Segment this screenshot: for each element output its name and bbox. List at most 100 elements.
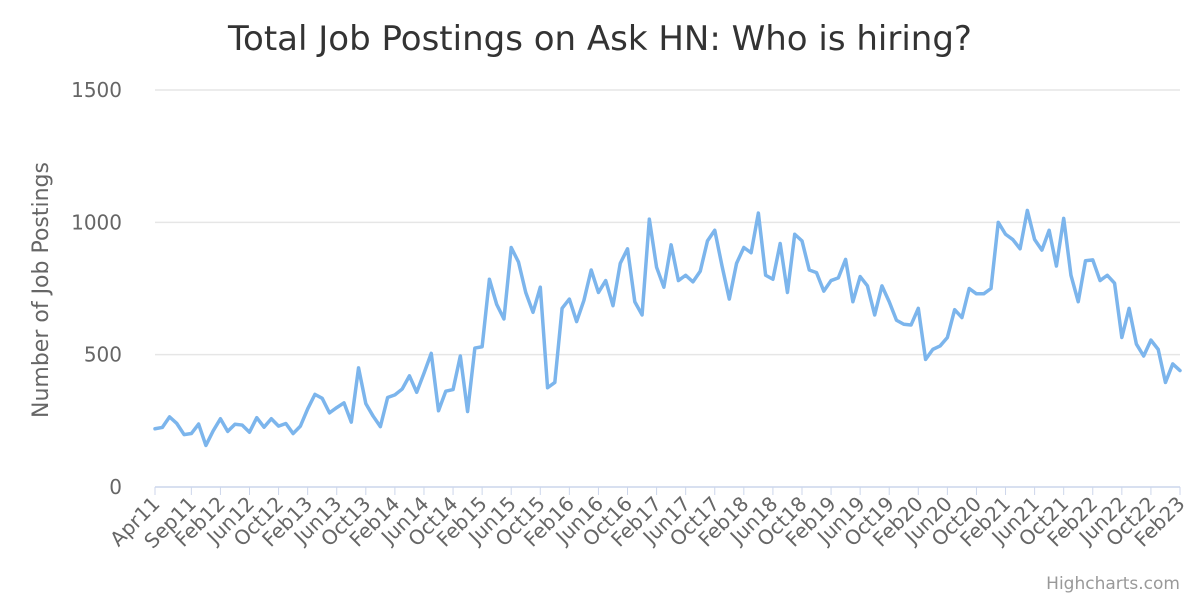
data-point[interactable] (159, 424, 165, 430)
data-point[interactable] (167, 414, 173, 420)
data-point[interactable] (174, 420, 180, 426)
data-point[interactable] (952, 307, 958, 313)
data-point[interactable] (566, 296, 572, 302)
data-point[interactable] (334, 405, 340, 411)
data-point[interactable] (225, 428, 231, 434)
data-point[interactable] (726, 296, 732, 302)
data-point[interactable] (217, 416, 223, 422)
data-point[interactable] (1148, 337, 1154, 343)
data-point[interactable] (675, 278, 681, 284)
data-point[interactable] (232, 421, 238, 427)
data-point[interactable] (995, 219, 1001, 225)
data-point[interactable] (719, 263, 725, 269)
data-point[interactable] (646, 216, 652, 222)
data-point[interactable] (1061, 215, 1067, 221)
data-point[interactable] (508, 244, 514, 250)
data-point[interactable] (755, 210, 761, 216)
data-point[interactable] (261, 424, 267, 430)
data-point[interactable] (908, 322, 914, 328)
data-point[interactable] (966, 286, 972, 292)
data-point[interactable] (305, 406, 311, 412)
data-point[interactable] (312, 391, 318, 397)
data-point[interactable] (704, 238, 710, 244)
data-point[interactable] (639, 312, 645, 318)
data-point[interactable] (944, 334, 950, 340)
data-point[interactable] (1003, 231, 1009, 237)
data-point[interactable] (988, 286, 994, 292)
data-point[interactable] (1119, 334, 1125, 340)
data-point[interactable] (1017, 246, 1023, 252)
data-point[interactable] (290, 431, 296, 437)
data-point[interactable] (654, 264, 660, 270)
data-point[interactable] (864, 283, 870, 289)
data-point[interactable] (348, 419, 354, 425)
data-point[interactable] (1126, 305, 1132, 311)
data-point[interactable] (152, 426, 158, 432)
data-point[interactable] (465, 409, 471, 415)
data-point[interactable] (1177, 368, 1183, 374)
data-point[interactable] (763, 272, 769, 278)
data-point[interactable] (748, 250, 754, 256)
data-point[interactable] (377, 424, 383, 430)
data-point[interactable] (792, 231, 798, 237)
data-point[interactable] (923, 356, 929, 362)
data-point[interactable] (530, 309, 536, 315)
credits-link[interactable]: Highcharts.com (1046, 574, 1180, 594)
data-point[interactable] (1083, 258, 1089, 264)
data-point[interactable] (297, 423, 303, 429)
data-point[interactable] (406, 373, 412, 379)
data-point[interactable] (814, 270, 820, 276)
data-point[interactable] (1032, 237, 1038, 243)
data-point[interactable] (937, 343, 943, 349)
data-point[interactable] (784, 289, 790, 295)
data-point[interactable] (872, 312, 878, 318)
data-point[interactable] (981, 291, 987, 297)
data-point[interactable] (806, 267, 812, 273)
data-point[interactable] (1097, 278, 1103, 284)
data-point[interactable] (843, 256, 849, 262)
data-point[interactable] (283, 420, 289, 426)
data-point[interactable] (1010, 237, 1016, 243)
data-point[interactable] (588, 267, 594, 273)
data-point[interactable] (494, 301, 500, 307)
data-point[interactable] (392, 392, 398, 398)
data-point[interactable] (428, 350, 434, 356)
data-point[interactable] (1162, 379, 1168, 385)
data-point[interactable] (370, 413, 376, 419)
data-point[interactable] (247, 429, 253, 435)
data-point[interactable] (683, 272, 689, 278)
data-point[interactable] (850, 299, 856, 305)
data-point[interactable] (436, 408, 442, 414)
data-point[interactable] (1039, 247, 1045, 253)
data-point[interactable] (857, 274, 863, 280)
data-point[interactable] (581, 297, 587, 303)
data-point[interactable] (668, 242, 674, 248)
data-point[interactable] (690, 279, 696, 285)
data-point[interactable] (1024, 207, 1030, 213)
data-point[interactable] (523, 289, 529, 295)
data-point[interactable] (603, 278, 609, 284)
data-point[interactable] (799, 238, 805, 244)
data-point[interactable] (697, 268, 703, 274)
data-point[interactable] (326, 410, 332, 416)
data-point[interactable] (893, 317, 899, 323)
data-point[interactable] (486, 276, 492, 282)
data-point[interactable] (1068, 272, 1074, 278)
data-point[interactable] (537, 284, 543, 290)
data-point[interactable] (515, 259, 521, 265)
data-point[interactable] (254, 415, 260, 421)
data-point[interactable] (188, 431, 194, 437)
data-point[interactable] (239, 422, 245, 428)
data-point[interactable] (450, 387, 456, 393)
data-point[interactable] (741, 244, 747, 250)
data-point[interactable] (399, 386, 405, 392)
data-point[interactable] (341, 400, 347, 406)
data-point[interactable] (559, 305, 565, 311)
data-point[interactable] (196, 421, 202, 427)
data-point[interactable] (973, 291, 979, 297)
data-point[interactable] (1104, 272, 1110, 278)
data-point[interactable] (661, 284, 667, 290)
data-point[interactable] (276, 423, 282, 429)
data-point[interactable] (1075, 299, 1081, 305)
data-point[interactable] (915, 305, 921, 311)
